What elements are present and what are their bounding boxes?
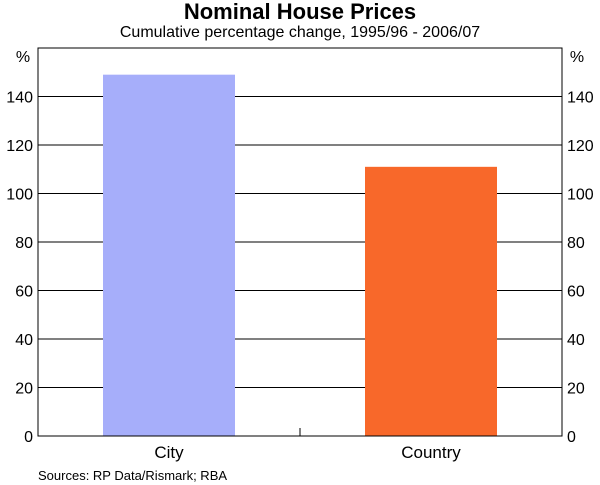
- x-axis-labels: City Country: [154, 443, 461, 462]
- bar-city: [103, 74, 235, 437]
- y-tick-label-left: 100: [6, 187, 33, 204]
- y-tick-label-right: 20: [567, 381, 585, 398]
- chart-source: Sources: RP Data/Rismark; RBA: [38, 468, 228, 483]
- y-tick-label-right: 100: [567, 187, 594, 204]
- chart-title: Nominal House Prices: [183, 0, 417, 24]
- y-tick-label-left: 0: [24, 429, 33, 446]
- y-tick-label-right: 120: [567, 138, 594, 155]
- y-tick-label-left: 60: [15, 284, 33, 301]
- y-axis-right: 0 20 40 60 80 100 120 140: [567, 90, 594, 447]
- y-axis-left: 0 20 40 60 80 100 120 140: [6, 90, 33, 447]
- y-tick-label-right: 0: [567, 429, 576, 446]
- y-tick-label-right: 60: [567, 284, 585, 301]
- y-tick-label-right: 80: [567, 235, 585, 252]
- bars: [103, 74, 497, 437]
- y-tick-label-left: 40: [15, 332, 33, 349]
- y-tick-label-left: 120: [6, 138, 33, 155]
- x-tick-label-city: City: [154, 443, 184, 462]
- y-axis-right-unit: %: [570, 49, 584, 66]
- y-tick-label-right: 140: [567, 90, 594, 107]
- bar-country: [365, 166, 497, 436]
- y-tick-label-left: 20: [15, 381, 33, 398]
- y-tick-label-left: 80: [15, 235, 33, 252]
- y-tick-label-left: 140: [6, 90, 33, 107]
- x-tick-label-country: Country: [401, 443, 461, 462]
- y-axis-left-unit: %: [16, 49, 30, 66]
- y-tick-label-right: 40: [567, 332, 585, 349]
- chart-subtitle: Cumulative percentage change, 1995/96 - …: [119, 24, 481, 41]
